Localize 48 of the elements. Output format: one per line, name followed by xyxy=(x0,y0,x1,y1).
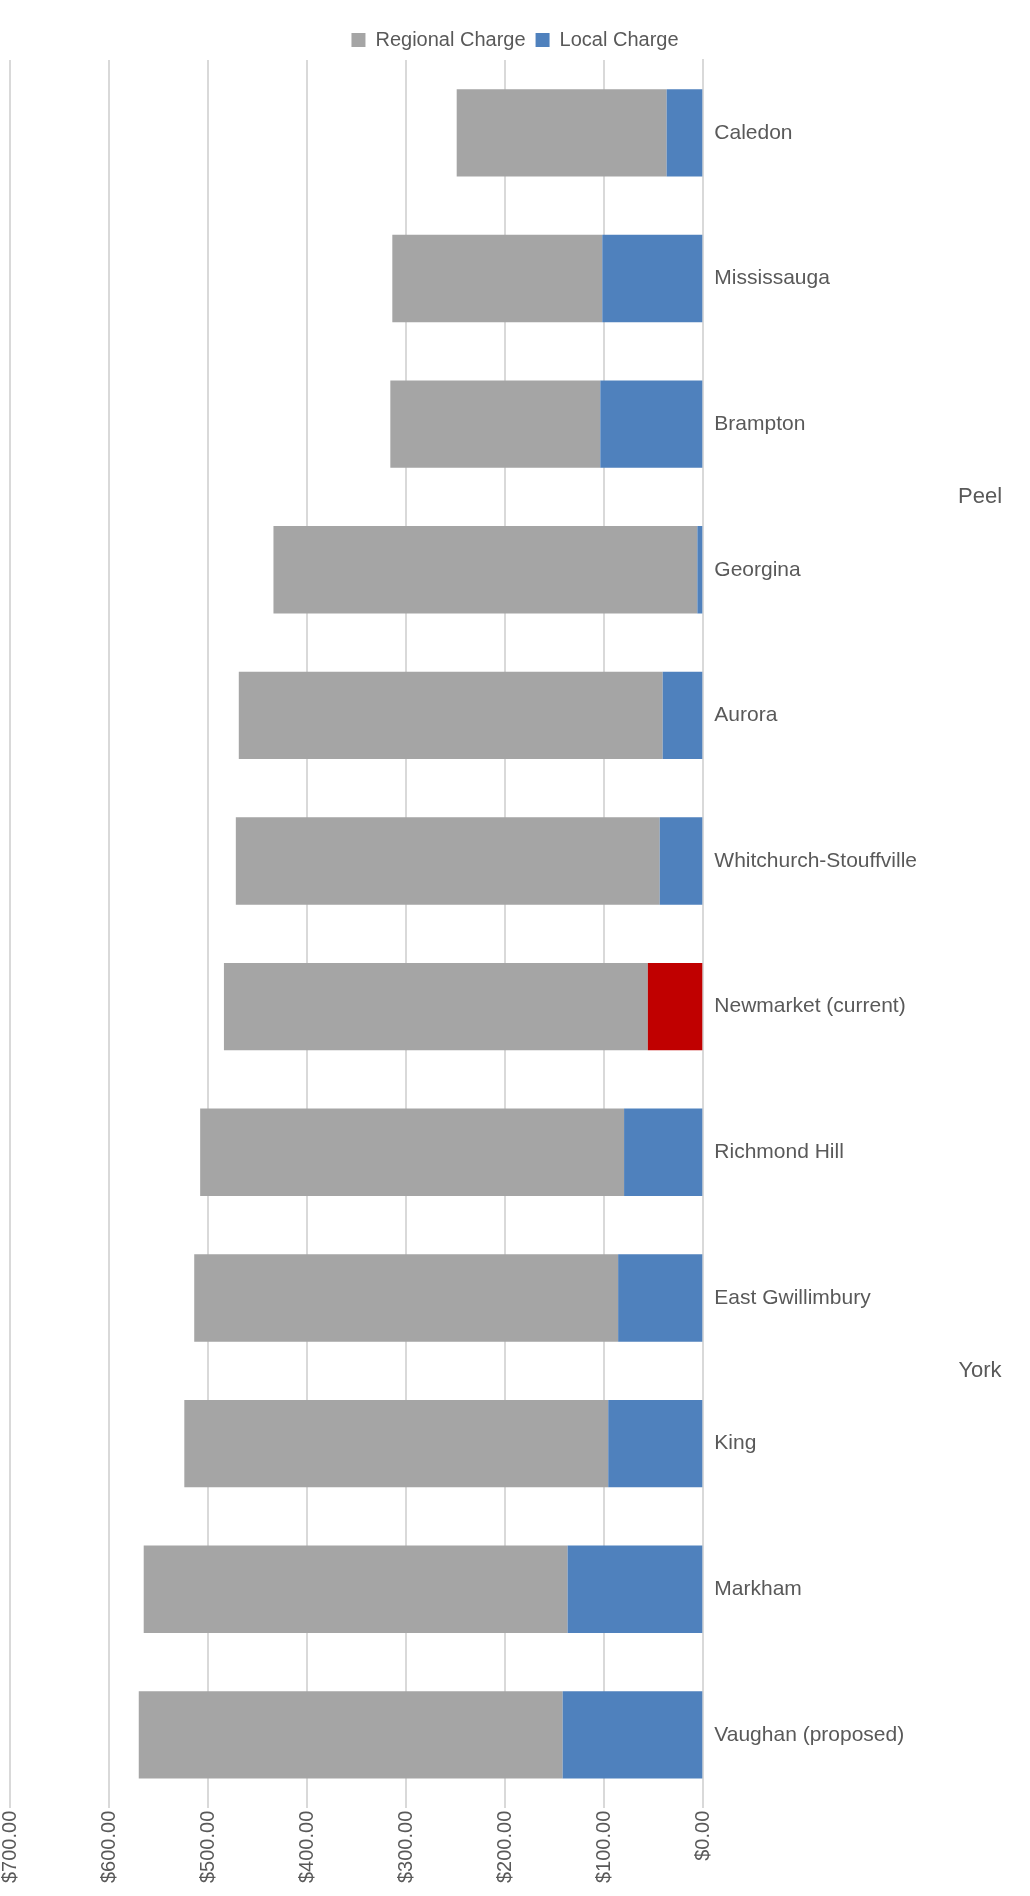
bar xyxy=(456,89,667,177)
bar xyxy=(662,671,703,760)
y-tick-label: Mississauga xyxy=(714,265,831,289)
bar xyxy=(562,1691,703,1779)
bar xyxy=(608,1399,703,1488)
bar xyxy=(200,1108,625,1197)
x-tick-label: $300.00 xyxy=(393,1810,416,1883)
y-tick-label: Markham xyxy=(714,1576,802,1600)
bar xyxy=(618,1254,703,1342)
y-tick-label: Whitchurch-Stouffville xyxy=(714,847,918,871)
bar xyxy=(273,526,698,614)
bar xyxy=(567,1545,703,1633)
x-tick-label: $400.00 xyxy=(294,1810,317,1883)
bar xyxy=(223,962,648,1051)
bar xyxy=(194,1254,619,1342)
bar xyxy=(602,234,703,323)
y-tick-label: Aurora xyxy=(714,702,778,726)
y-tick-label: Newmarket (current) xyxy=(714,993,906,1017)
legend-label: Regional Charge xyxy=(375,27,526,50)
x-tick-label: $700.00 xyxy=(0,1810,20,1883)
bar xyxy=(392,234,603,323)
bar xyxy=(659,817,703,905)
bar xyxy=(238,671,663,760)
x-tick-label: $200.00 xyxy=(492,1810,515,1883)
text: York xyxy=(958,1356,1003,1382)
bar xyxy=(600,380,703,468)
bar xyxy=(184,1399,609,1488)
bar xyxy=(624,1108,703,1197)
y-tick-label: East Gwillimbury xyxy=(714,1284,872,1308)
x-tick-label: $600.00 xyxy=(96,1810,119,1883)
y-tick-label: Richmond Hill xyxy=(714,1139,844,1163)
bar xyxy=(647,962,703,1051)
text: Peel xyxy=(957,482,1003,508)
legend-label: Local Charge xyxy=(559,27,679,50)
y-tick-label: King xyxy=(714,1430,757,1454)
bar xyxy=(138,1691,563,1779)
bar xyxy=(143,1545,568,1633)
y-tick-label: Georgina xyxy=(714,556,802,580)
bar xyxy=(666,89,703,177)
y-tick-label: Caledon xyxy=(714,119,793,143)
y-tick-label: Vaughan (proposed) xyxy=(714,1721,905,1745)
x-tick-label: $500.00 xyxy=(195,1810,218,1883)
x-tick-label: $0.00 xyxy=(690,1810,713,1861)
bar xyxy=(235,817,660,905)
y-tick-label: Brampton xyxy=(714,410,806,434)
bar xyxy=(697,526,703,614)
x-tick-label: $100.00 xyxy=(591,1810,614,1883)
bar xyxy=(390,380,601,468)
